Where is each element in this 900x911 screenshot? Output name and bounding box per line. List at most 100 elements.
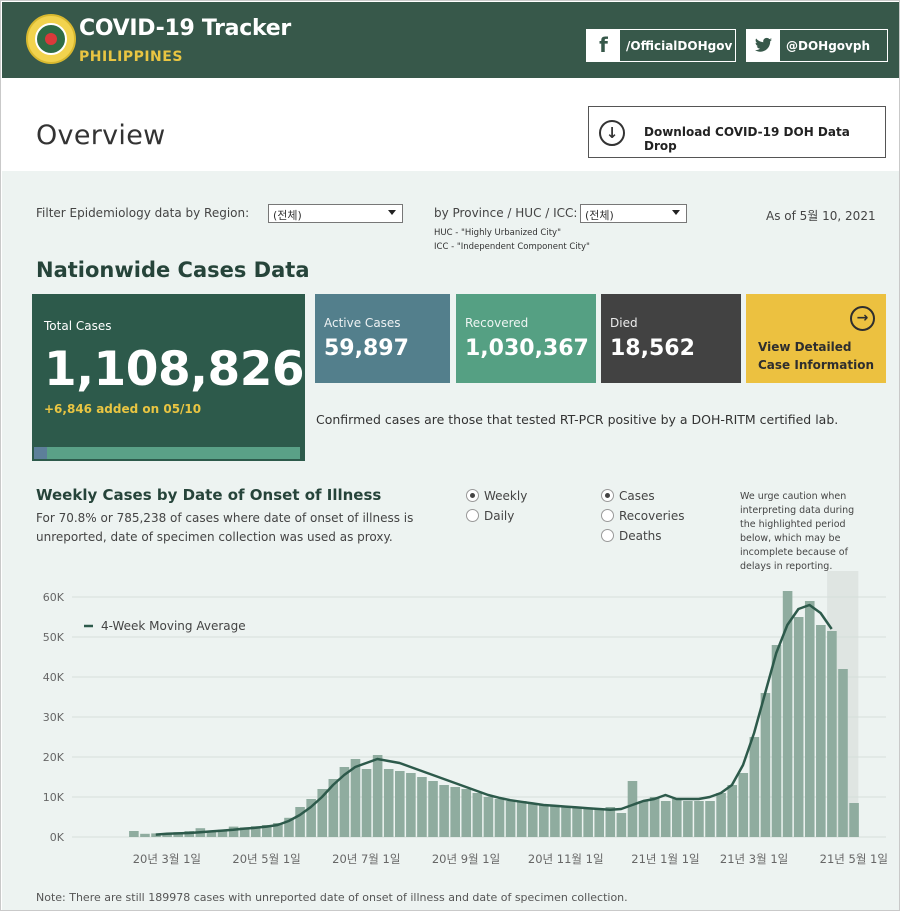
bar xyxy=(483,797,494,837)
recovered-value: 1,030,367 xyxy=(465,336,589,361)
chart-title: Weekly Cases by Date of Onset of Illness xyxy=(36,486,382,504)
radio-daily[interactable]: Daily xyxy=(466,509,514,523)
view-detailed-case-button[interactable]: → View Detailed Case Information xyxy=(746,294,886,383)
bar xyxy=(450,787,460,837)
detail-label: View Detailed Case Information xyxy=(758,338,874,374)
bar xyxy=(273,823,283,837)
added-cases: +6,846 added on 05/10 xyxy=(44,402,202,416)
province-select[interactable]: (전체) xyxy=(580,204,687,223)
bar xyxy=(638,801,649,837)
bar xyxy=(317,789,328,837)
bar xyxy=(395,771,405,837)
moving-average-line xyxy=(155,603,833,836)
page-title: Overview xyxy=(36,120,166,151)
recovered-label: Recovered xyxy=(465,316,529,330)
active-share-bar xyxy=(34,447,47,459)
bar xyxy=(472,793,483,837)
recovered-share-bar xyxy=(47,447,300,459)
bar xyxy=(649,797,660,837)
died-value: 18,562 xyxy=(610,336,695,361)
bar xyxy=(749,737,760,837)
x-tick-label: 20년 3월 1일 xyxy=(133,852,201,866)
y-tick-label: 30K xyxy=(43,711,65,724)
detail-label-line2: Case Information xyxy=(758,358,874,372)
region-filter-label: Filter Epidemiology data by Region: xyxy=(36,206,250,220)
bar xyxy=(206,831,217,837)
weekly-cases-chart: 0K 10K 20K 30K 40K 50K 60K 20년 3월 1일 20년 5월 1일 20… xyxy=(43,571,888,866)
bar xyxy=(694,801,704,837)
y-tick-label: 10K xyxy=(43,791,65,804)
icc-note: ICC - "Independent Component City" xyxy=(434,242,590,252)
bar xyxy=(827,631,837,837)
bar xyxy=(771,645,782,837)
bar xyxy=(228,826,239,837)
bar xyxy=(461,789,472,837)
y-tick-label: 20K xyxy=(43,751,65,764)
radio-dot xyxy=(601,529,614,542)
y-tick-label: 60K xyxy=(43,591,65,604)
twitter-handle: @DOHgovph xyxy=(786,39,870,53)
bar xyxy=(505,801,516,837)
bar xyxy=(306,799,316,837)
facebook-link[interactable]: f /OfficialDOHgov xyxy=(586,29,736,62)
died-label: Died xyxy=(610,316,638,330)
bar xyxy=(838,669,848,837)
bar xyxy=(439,785,449,837)
active-cases-card: Active Cases 59,897 xyxy=(315,294,450,383)
bar xyxy=(594,809,605,837)
confirmed-note: Confirmed cases are those that tested RT… xyxy=(316,412,839,427)
bar xyxy=(417,777,427,837)
bar xyxy=(572,807,582,837)
as-of-date: As of 5월 10, 2021 xyxy=(766,209,876,223)
facebook-icon: f xyxy=(587,30,620,61)
download-data-button[interactable]: ↓ Download COVID-19 DOH Data Drop xyxy=(588,106,886,158)
bar xyxy=(672,799,682,837)
bar xyxy=(849,803,859,837)
bar xyxy=(428,781,438,837)
x-tick-label: 20년 5월 1일 xyxy=(232,852,300,866)
chevron-down-icon xyxy=(388,210,396,215)
radio-dot xyxy=(601,509,614,522)
bar xyxy=(140,833,150,837)
footnote: Note: There are still 189978 cases with … xyxy=(36,891,628,904)
recovered-card: Recovered 1,030,367 xyxy=(456,294,596,383)
bar xyxy=(516,801,527,837)
chevron-down-icon xyxy=(672,210,680,215)
bar xyxy=(284,817,294,837)
caution-note: We urge caution when interpreting data d… xyxy=(740,491,855,572)
bar xyxy=(262,825,272,837)
twitter-link[interactable]: @DOHgovph xyxy=(746,29,888,62)
doh-seal-icon xyxy=(26,14,76,64)
legend-label: 4-Week Moving Average xyxy=(101,619,246,633)
bar xyxy=(350,759,361,837)
radio-cases[interactable]: Cases xyxy=(601,489,655,503)
arrow-right-icon: → xyxy=(850,306,875,331)
huc-note: HUC - "Highly Urbanized City" xyxy=(434,228,561,238)
x-tick-label: 20년 7월 1일 xyxy=(332,852,400,866)
province-select-value: (전체) xyxy=(585,209,614,222)
bar xyxy=(738,773,749,837)
radio-weekly[interactable]: Weekly xyxy=(466,489,527,503)
y-tick-label: 50K xyxy=(43,631,65,644)
bar xyxy=(527,803,538,837)
bar xyxy=(494,799,505,837)
main-panel: Filter Epidemiology data by Region: (전체)… xyxy=(2,171,899,910)
detail-label-line1: View Detailed xyxy=(758,340,852,354)
bar xyxy=(383,769,394,837)
radio-recoveries[interactable]: Recoveries xyxy=(601,509,685,523)
x-tick-label: 21년 5월 1일 xyxy=(820,852,888,866)
bar xyxy=(561,807,571,837)
radio-label: Daily xyxy=(484,509,515,523)
radio-label: Deaths xyxy=(619,529,662,543)
section-title: Nationwide Cases Data xyxy=(36,258,310,282)
region-select[interactable]: (전체) xyxy=(268,204,403,223)
bar xyxy=(716,793,726,837)
bar xyxy=(683,801,693,837)
bar xyxy=(705,801,715,837)
x-tick-label: 20년 9월 1일 xyxy=(432,852,500,866)
total-cases-value: 1,108,826 xyxy=(44,342,305,397)
bar xyxy=(760,693,771,837)
download-label: Download COVID-19 DOH Data Drop xyxy=(644,125,850,153)
radio-deaths[interactable]: Deaths xyxy=(601,529,662,543)
bar xyxy=(339,767,350,837)
